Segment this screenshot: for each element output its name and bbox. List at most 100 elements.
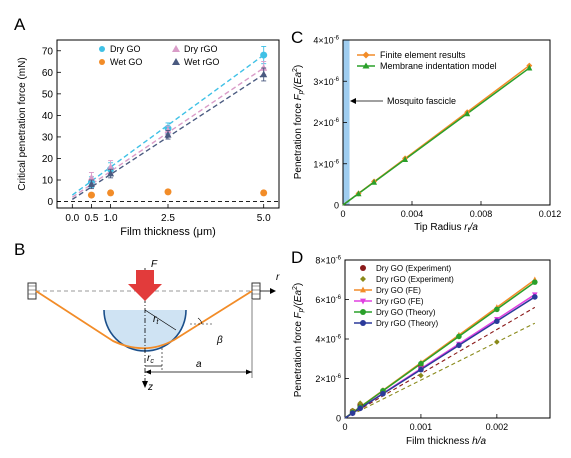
panel-c-xtick-label: 0.012 [539,209,562,219]
force-arrow-head [128,284,162,301]
legend-label-dry-rgo: Dry rGO [184,44,218,54]
data-point-dry-rgo-experiment [357,400,363,406]
panel-b-schematic: z r F rt rc β a [27,259,280,393]
panel-a-xtick-label: 0.5 [84,213,98,224]
panel-c-xtick-label: 0 [340,209,345,219]
data-point-dry-rgo [260,64,268,71]
data-point-dry-rgo [164,126,172,134]
data-point-dry-rgo [107,163,115,170]
label-r: r [276,272,280,283]
label-rc: rc [147,353,154,365]
legend-marker-dry-rgo [172,45,180,52]
panel-a-ytick-label: 50 [42,89,54,100]
legend-marker-dry-rgo-experiment [360,276,366,282]
legend-label-dry-rgo-experiment: Dry rGO (Experiment) [376,275,454,284]
panel-label-a: A [14,15,26,34]
legend-label-wet-rgo: Wet rGO [184,57,219,67]
panel-d-ytick-label: 4×10-6 [315,335,341,345]
data-point-membrane-indentation-model [371,178,378,185]
series-line-dry-rgo-experiment [344,322,536,419]
data-point-dry-rgo-theory [380,390,386,397]
panel-c-ytick-label: 0 [334,201,339,211]
legend-label-dry-go: Dry GO [110,44,141,54]
legend-marker-dry-go [99,46,105,52]
data-point-membrane-indentation-model [526,64,533,71]
panel-a-ylabel: Critical penetration force (mN) [17,57,28,190]
data-point-dry-rgo-theory [418,366,424,373]
data-point-wet-rgo [260,70,268,78]
legend-label-dry-go-experiment: Dry GO (Experiment) [376,264,451,273]
panel-label-b: B [14,240,25,259]
legend-marker-dry-rgo-theory [360,320,366,326]
data-point-dry-rgo-theory [494,318,500,325]
panel-a-xtick-label: 5.0 [257,213,271,224]
data-point-wet-go [260,189,268,197]
legend-marker-wet-rgo [172,58,180,65]
panel-c-ytick-label: 3×10-6 [313,77,339,87]
panel-a-xtick-label: 1.0 [104,213,118,224]
panel-a-legend: Dry GO Dry rGO Wet GO Wet rGO [99,44,219,67]
data-point-dry-go-theory [532,279,538,285]
legend-label-membrane: Membrane indentation model [380,61,497,71]
panel-a-xtick-label: 0.0 [65,213,79,224]
legend-label-dry-go-fe: Dry GO (FE) [376,286,421,295]
panel-a-xlabel: Film thickness (μm) [120,226,216,238]
data-point-dry-rgo-experiment [494,339,500,345]
panel-c-ytick-label: 2×10-6 [313,118,339,128]
panel-d-ytick-label: 8×10-6 [315,256,341,266]
panel-c-xtick-label: 0.004 [401,209,424,219]
data-point-dry-rgo [87,173,95,181]
data-point-dry-go-theory [494,306,500,313]
panel-a-ytick-label: 70 [42,46,54,57]
legend-marker-dry-go-theory [360,309,366,315]
legend-label-wet-go: Wet GO [110,57,142,67]
panel-a-ytick-label: 40 [42,111,54,122]
panel-label-d: D [291,248,303,267]
legend-marker-dry-go-experiment [360,265,366,271]
panel-c-chart: 0 1×10-6 2×10-6 3×10-6 4×10-6 0 0.004 0.008 0.01… [292,36,561,235]
panel-d-ytick-label: 2×10-6 [315,374,341,384]
legend-label-dry-rgo-theory: Dry rGO (Theory) [376,319,439,328]
data-point-dry-go-theory [418,360,424,367]
panel-label-c: C [291,28,303,47]
data-point-membrane-indentation-model [355,190,362,197]
panel-d-chart: 0 2×10-6 4×10-6 6×10-6 8×10-6 0 0.001 0.002 Fil… [292,256,551,447]
panel-c-legend: Finite element results Membrane indentat… [357,50,497,71]
panel-c-xtick-label: 0.008 [470,209,493,219]
label-z: z [147,382,153,393]
legend-marker-membrane [362,62,370,69]
label-beta: β [216,335,223,346]
tip-radius-line [144,309,177,331]
panel-a-ytick-label: 30 [42,132,54,143]
legend-marker-dry-rgo-fe [360,298,366,305]
data-point-wet-go [164,188,172,196]
legend-marker-fe [362,51,370,59]
data-point-wet-go [87,191,95,199]
data-point-dry-rgo-experiment [418,372,424,379]
panel-a-xtick-label: 2.5 [161,213,175,224]
legend-marker-wet-go [99,59,105,65]
panel-c-ytick-label: 4×10-6 [313,36,339,46]
data-point-dry-rgo-theory [357,405,363,412]
panel-d-xlabel: Film thickness h/a [406,436,486,447]
membrane [35,290,253,350]
panel-d-xtick-label: 0.002 [486,422,509,432]
panel-a-ytick-label: 10 [42,176,54,187]
legend-label-fe: Finite element results [380,50,466,60]
series-line-dry-go-theory [344,281,536,419]
panel-c-ytick-label: 1×10-6 [313,159,339,169]
legend-label-dry-rgo-fe: Dry rGO (FE) [376,297,424,306]
panel-a-ytick-label: 0 [47,197,53,208]
series-line-dry-go-experiment [344,306,536,419]
data-point-membrane-indentation-model [464,110,471,117]
panel-a-ytick-label: 20 [42,154,54,165]
panel-d-xtick-label: 0.001 [410,422,433,432]
right-clamp [251,282,261,300]
data-point-wet-rgo [87,180,95,188]
panel-d-ylabel: Penetration force Fp/(Ea2) [292,283,305,398]
series-line-membrane-indentation-model [342,67,530,206]
panel-c-ylabel: Penetration force Fp/(Ea2) [292,65,305,180]
panel-d-ytick-label: 6×10-6 [315,295,341,305]
force-arrow-shaft [136,270,154,284]
